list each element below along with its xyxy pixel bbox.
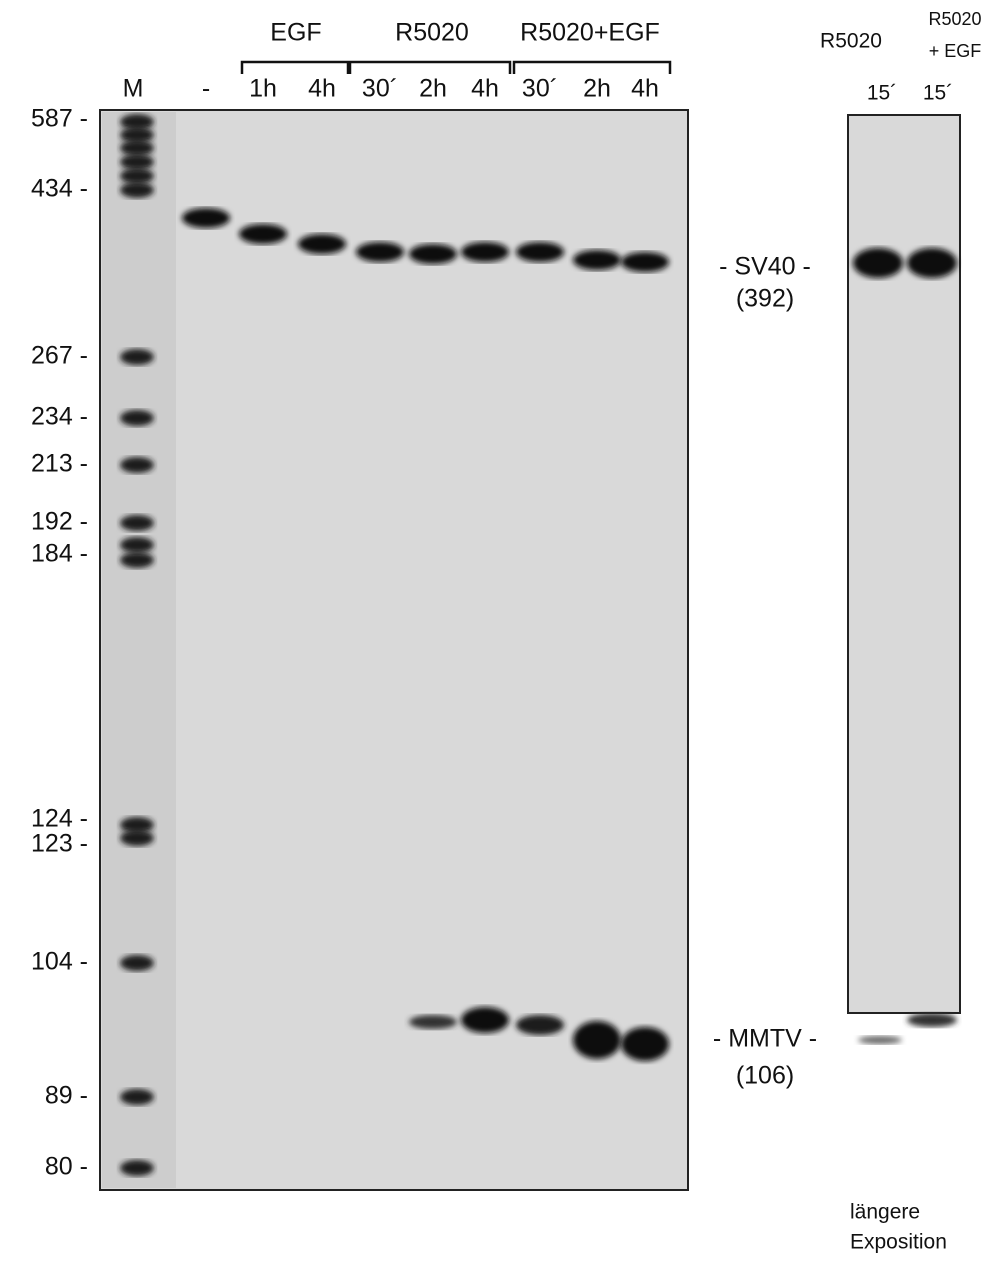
marker-label: 123 - [31,830,88,858]
mmtv-band [409,1015,457,1029]
marker-label: 587 - [31,105,88,133]
lane-label: 1h [249,75,277,103]
band-label: - MMTV - [713,1025,817,1053]
ladder-band [120,140,154,156]
right-header: + EGF [929,41,982,61]
group-label: EGF [270,19,321,47]
sv40-band [182,208,230,228]
band-label: - SV40 - [719,253,811,281]
note: Exposition [850,1231,947,1254]
sv40-band [356,242,404,262]
sv40-band [298,234,346,254]
marker-label: 267 - [31,342,88,370]
ladder-band [120,410,154,426]
marker-label: 434 - [31,175,88,203]
right-lane-label: 15´ [923,82,953,105]
band-size: (106) [736,1062,794,1090]
sv40-band [853,248,903,278]
ladder-band [120,349,154,365]
ladder-band [120,1089,154,1105]
sv40-band [239,224,287,244]
note: längere [850,1201,920,1224]
lane-label: 2h [583,75,611,103]
lane-label: 30´ [522,75,558,103]
sv40-band [516,242,564,262]
marker-label: 234 - [31,403,88,431]
ladder-band [120,114,154,130]
group-label: R5020 [395,19,469,47]
marker-label: 192 - [31,508,88,536]
ladder-band [120,154,154,170]
band-size: (392) [736,285,794,313]
mmtv-band [573,1021,621,1059]
ladder-band [120,1160,154,1176]
marker-label: 80 - [45,1153,88,1181]
right-header: R5020 [820,30,882,53]
ladder-band [120,552,154,568]
right-header: R5020 [928,9,981,29]
ladder-band [120,515,154,531]
marker-label: 213 - [31,450,88,478]
marker-lane [102,112,176,1188]
sv40-band [907,248,957,278]
sv40-band [573,250,621,270]
marker-label: 124 - [31,805,88,833]
group-label: R5020+EGF [520,19,660,47]
lane-label: 30´ [362,75,398,103]
mmtv-band [907,1013,957,1027]
lane-label: 4h [471,75,499,103]
marker-label: 89 - [45,1082,88,1110]
ladder-band [120,830,154,846]
sv40-band [409,244,457,264]
lane-label: 2h [419,75,447,103]
lane-label: 4h [308,75,336,103]
lane-label: - [202,75,210,103]
ladder-band [120,182,154,198]
lane-label: M [123,75,144,103]
ladder-band [120,457,154,473]
mmtv-band [621,1027,669,1061]
ladder-band [120,537,154,553]
sv40-band [621,252,669,272]
ladder-band [120,168,154,184]
mmtv-band [461,1007,509,1033]
marker-label: 104 - [31,948,88,976]
mmtv-band [516,1015,564,1035]
group-brackets [240,60,672,74]
gel-left [99,109,689,1191]
right-lane-label: 15´ [867,82,897,105]
ladder-band [120,955,154,971]
ladder-band [120,127,154,143]
sv40-band [461,242,509,262]
ladder-band [120,817,154,833]
lane-label: 4h [631,75,659,103]
mmtv-band [858,1036,902,1044]
marker-label: 184 - [31,540,88,568]
